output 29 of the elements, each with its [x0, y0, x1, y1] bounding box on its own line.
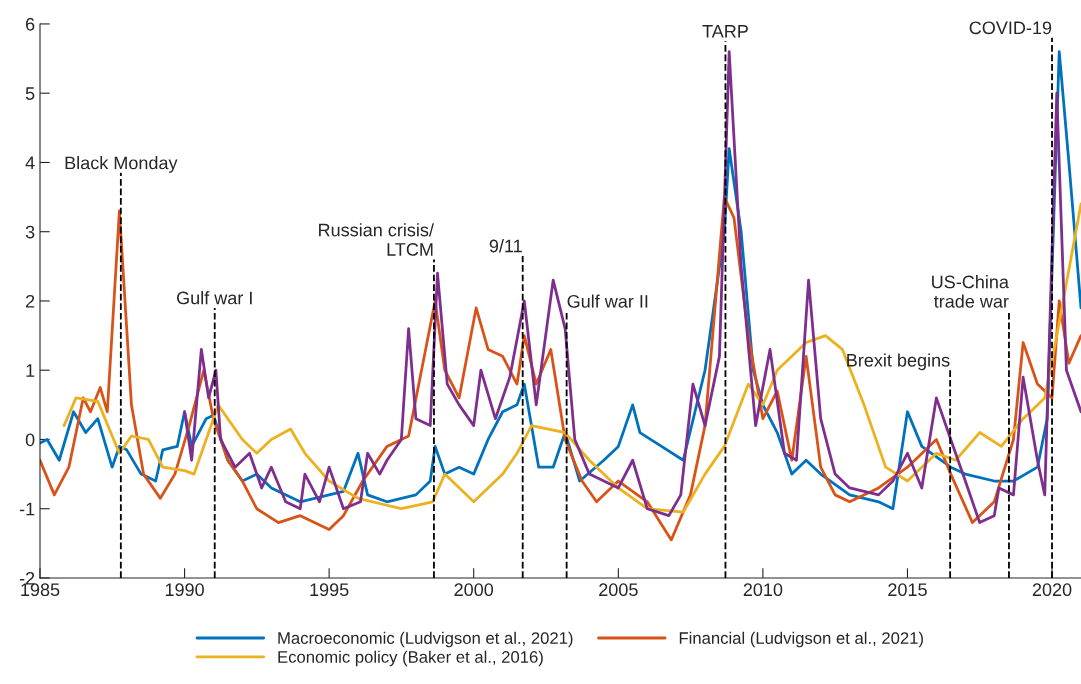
y-tick-label: 5 [25, 87, 35, 100]
ref-line-label: Gulf war II [567, 294, 648, 308]
y-tick-label: 0 [25, 433, 35, 447]
legend-label: Economic policy (Baker et al., 2016) [278, 650, 543, 667]
ref-line-label: Black Monday [65, 156, 178, 173]
y-tick-label: 1 [26, 364, 35, 377]
x-tick-label: 1995 [310, 583, 349, 597]
y-tick-label: 6 [26, 17, 35, 31]
ref-line-label: 9/11 [489, 239, 522, 253]
x-tick-label: 2020 [1032, 583, 1072, 597]
ref-line-label: US-China trade war [932, 275, 1009, 308]
x-tick-label: 1990 [165, 583, 204, 597]
legend-label: Macroeconomic (Ludvigson et al., 2021) [278, 631, 573, 648]
ref-line-label: Russian crisis/ LTCM [319, 223, 434, 256]
ref-line-label: COVID-19 [969, 21, 1052, 35]
x-tick-label: 2010 [743, 583, 783, 597]
x-tick-label: 2005 [599, 583, 638, 597]
y-tick-label: 4 [25, 156, 35, 169]
y-tick-label: -1 [19, 502, 35, 516]
x-tick-label: 1985 [21, 583, 60, 597]
x-tick-label: 2000 [454, 583, 494, 597]
y-tick-label: 2 [26, 294, 35, 308]
ref-line-label: Brexit begins [847, 353, 950, 371]
ref-line-label: Gulf war I [177, 291, 252, 305]
ref-line-label: TARP [702, 25, 748, 38]
x-tick-label: 2015 [888, 583, 927, 597]
legend-label: Financial (Ludvigson et al., 2021) [679, 631, 923, 648]
y-tick-label: 3 [25, 225, 35, 239]
y-tick-label: -2 [19, 571, 35, 585]
